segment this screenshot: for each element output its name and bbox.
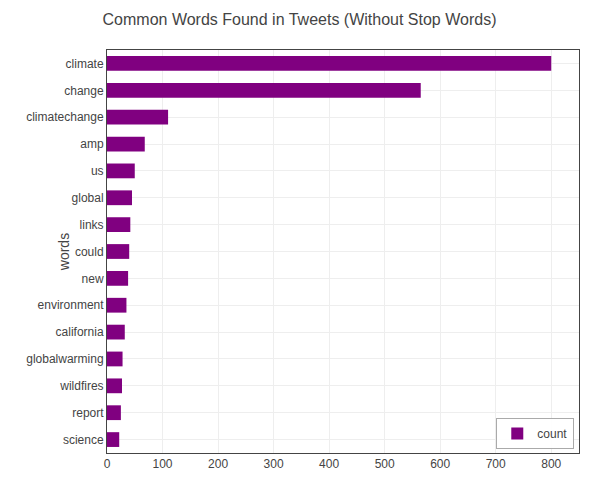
svg-text:global: global — [72, 191, 104, 205]
svg-text:report: report — [72, 406, 104, 420]
svg-text:science: science — [63, 433, 104, 447]
svg-text:100: 100 — [153, 457, 173, 471]
svg-text:california: california — [56, 325, 104, 339]
svg-text:could: could — [75, 245, 104, 259]
svg-text:change: change — [64, 84, 104, 98]
svg-text:wildfires: wildfires — [59, 379, 103, 393]
svg-text:600: 600 — [430, 457, 450, 471]
svg-text:300: 300 — [264, 457, 284, 471]
svg-text:us: us — [91, 164, 104, 178]
svg-text:700: 700 — [486, 457, 506, 471]
svg-text:amp: amp — [80, 137, 104, 151]
svg-text:count: count — [537, 427, 567, 441]
svg-text:links: links — [80, 218, 104, 232]
svg-text:Common Words Found in Tweets (: Common Words Found in Tweets (Without St… — [103, 11, 497, 28]
svg-text:500: 500 — [375, 457, 395, 471]
svg-text:0: 0 — [104, 457, 111, 471]
svg-text:climate: climate — [66, 57, 104, 71]
svg-text:words: words — [56, 233, 72, 271]
svg-text:new: new — [82, 272, 104, 286]
svg-text:globalwarming: globalwarming — [26, 352, 103, 366]
svg-text:climatechange: climatechange — [26, 110, 104, 124]
svg-text:environment: environment — [38, 298, 105, 312]
svg-text:800: 800 — [541, 457, 561, 471]
svg-text:400: 400 — [319, 457, 339, 471]
svg-text:200: 200 — [208, 457, 228, 471]
